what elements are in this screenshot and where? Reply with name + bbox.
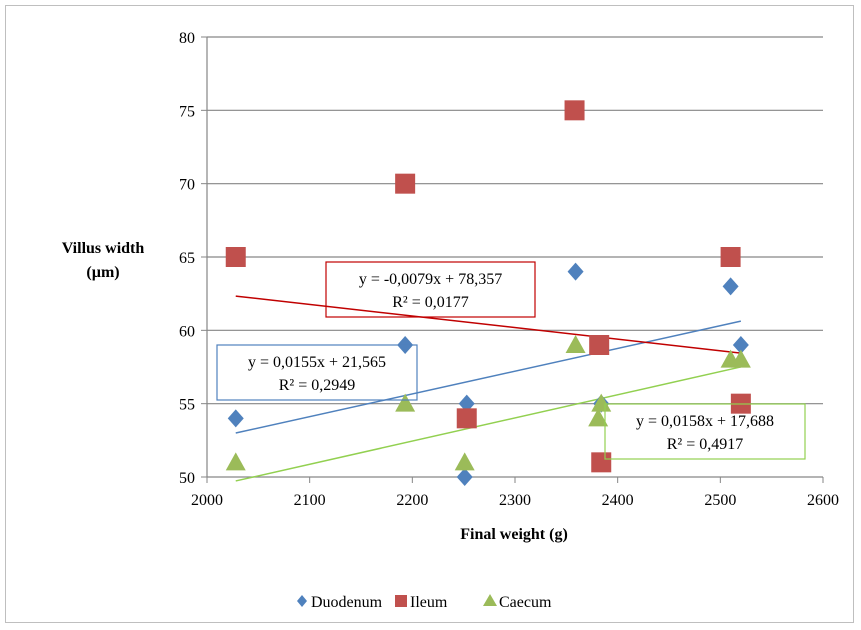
trend-equations: y = -0,0079x + 78,357 R² = 0,0177 y = 0,01… [216,261,806,460]
point-duodenum-4 [567,262,584,281]
point-caecum-3 [565,335,586,353]
x-tick-label-2300: 2300 [499,492,531,509]
equation-box-duodenum [216,344,418,401]
trendline-duodenum [235,320,742,434]
trendline-ileum [235,295,741,354]
x-tick-label-2100: 2100 [294,492,326,509]
point-caecum-1 [395,393,416,412]
data-points [225,100,751,486]
point-ileum-6 [720,247,741,267]
legend-label-ileum: Ileum [410,594,448,611]
point-ileum-3 [564,100,585,121]
point-caecum-7 [730,349,751,368]
x-tick-label-2000: 2000 [191,492,223,509]
legend-label-duodenum: Duodenum [311,594,383,611]
x-axis-title: Final weight (g) [460,526,568,543]
chart-frame [5,5,854,623]
trendlines [235,295,742,482]
point-caecum-5 [591,393,612,412]
point-ileum-0 [225,247,246,267]
point-duodenum-6 [722,277,739,296]
x-tick-label-2500: 2500 [704,492,736,509]
legend: Duodenum Ileum Caecum [297,594,552,611]
equation-ileum: y = -0,0079x + 78,357 [359,271,502,288]
y-axis-title-line2: (µm) [86,264,119,281]
legend-marker-ileum [395,595,407,607]
equation-box-caecum [604,403,806,460]
x-tick-label-2200: 2200 [396,492,428,509]
point-duodenum-7 [732,336,749,354]
y-tick-label-75: 75 [179,103,195,120]
equation-caecum: y = 0,0158x + 17,688 [636,413,774,430]
point-duodenum-3 [456,468,473,486]
y-tick-label-50: 50 [179,470,195,487]
legend-marker-caecum [483,594,497,606]
y-tick-label-55: 55 [179,397,195,414]
point-ileum-1 [395,173,416,194]
y-tick-label-65: 65 [179,250,195,267]
r-squared-caecum: R² = 0,4917 [667,436,744,453]
y-tick-label-70: 70 [179,177,195,194]
point-duodenum-0 [227,409,244,428]
legend-marker-duodenum [297,595,307,607]
trendline-caecum [235,366,742,482]
point-ileum-2 [456,408,477,429]
point-duodenum-2 [458,394,475,413]
r-squared-ileum: R² = 0,0177 [392,294,469,311]
point-ileum-4 [589,335,610,355]
y-tick-label-80: 80 [179,30,195,47]
point-caecum-0 [225,452,246,471]
y-tick-label-60: 60 [179,323,195,340]
equation-duodenum: y = 0,0155x + 21,565 [248,354,386,371]
axes: 50 55 60 65 70 75 80 2000 2100 2200 2300 2400 2500 26… [179,30,839,509]
x-tick-label-2600: 2600 [807,492,839,509]
legend-label-caecum: Caecum [499,594,552,611]
y-axis-title-line1: Villus width [62,240,145,257]
point-ileum-5 [591,452,612,473]
equation-box-ileum [325,261,536,318]
gridlines [207,36,823,405]
r-squared-duodenum: R² = 0,2949 [279,377,356,394]
point-caecum-2 [454,452,475,471]
x-tick-label-2400: 2400 [602,492,634,509]
point-caecum-4 [588,408,609,427]
